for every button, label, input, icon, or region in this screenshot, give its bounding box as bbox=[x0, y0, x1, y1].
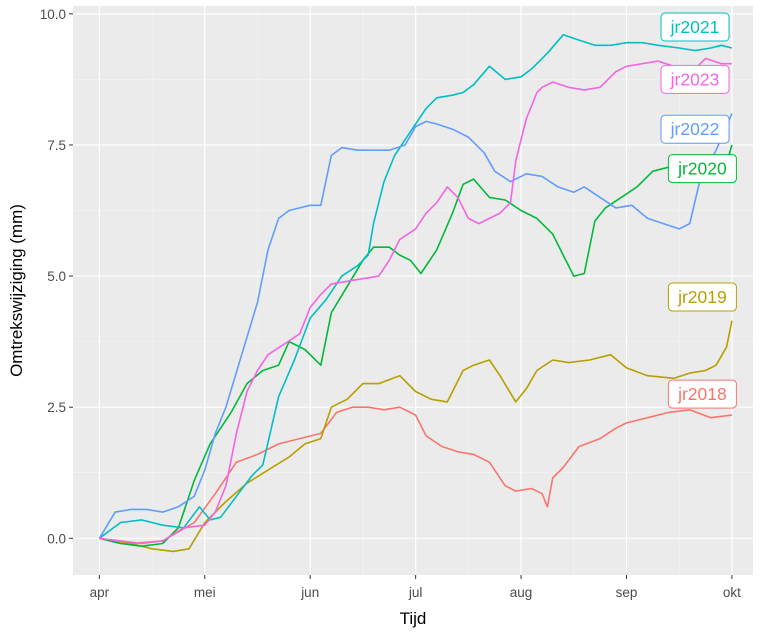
direct-labels: jr2021 jr2023 jr2022 jr2020 jr2019 jr2018 bbox=[660, 12, 737, 409]
y-tick-label: 10.0 bbox=[40, 7, 66, 22]
label-text: jr2020 bbox=[677, 159, 727, 179]
label-text: jr2022 bbox=[670, 119, 720, 139]
label-box bbox=[660, 114, 730, 144]
y-tick-label: 0.0 bbox=[47, 531, 66, 546]
panel-background bbox=[73, 6, 753, 575]
label-box bbox=[667, 282, 737, 312]
y-axis-title: Omtrekswijziging (mm) bbox=[7, 204, 26, 377]
series-lines bbox=[98, 33, 733, 553]
y-tick-label: 2.5 bbox=[47, 400, 66, 415]
x-tick-label: apr bbox=[90, 585, 110, 600]
label-text: jr2019 bbox=[677, 287, 727, 307]
series-line-jr2018 bbox=[99, 406, 732, 545]
series-label-jr2020: jr2020 bbox=[667, 154, 737, 184]
series-label-jr2023: jr2023 bbox=[660, 64, 730, 94]
series-label-jr2018: jr2018 bbox=[667, 379, 737, 409]
series-line-jr2019 bbox=[99, 320, 733, 553]
x-tick-label: okt bbox=[723, 585, 741, 600]
series-label-jr2019: jr2019 bbox=[667, 282, 737, 312]
series-line-jr2023 bbox=[99, 57, 732, 545]
x-axis-title: Tijd bbox=[400, 609, 427, 628]
series-line-jr2022 bbox=[98, 113, 733, 539]
label-box bbox=[660, 12, 730, 42]
label-text: jr2021 bbox=[670, 17, 720, 37]
series-label-jr2022: jr2022 bbox=[660, 114, 730, 144]
label-text: jr2023 bbox=[670, 69, 720, 89]
x-tick-label: aug bbox=[510, 585, 533, 600]
series-label-jr2021: jr2021 bbox=[660, 12, 730, 42]
label-box bbox=[660, 64, 730, 94]
x-tick-label: sep bbox=[616, 585, 638, 600]
x-tick-label: jul bbox=[408, 585, 423, 600]
series-line-jr2020 bbox=[99, 144, 733, 548]
label-text: jr2018 bbox=[677, 384, 727, 404]
axes: apr mei jun jul aug sep okt 0.0 2.5 5.0 7.5 10.0 bbox=[40, 7, 741, 600]
label-box bbox=[667, 154, 737, 184]
x-tick-label: jun bbox=[300, 585, 319, 600]
y-tick-label: 7.5 bbox=[47, 138, 66, 153]
label-box bbox=[667, 379, 737, 409]
y-tick-label: 5.0 bbox=[47, 269, 66, 284]
series-line-jr2021 bbox=[98, 33, 733, 539]
x-tick-label: mei bbox=[194, 585, 216, 600]
